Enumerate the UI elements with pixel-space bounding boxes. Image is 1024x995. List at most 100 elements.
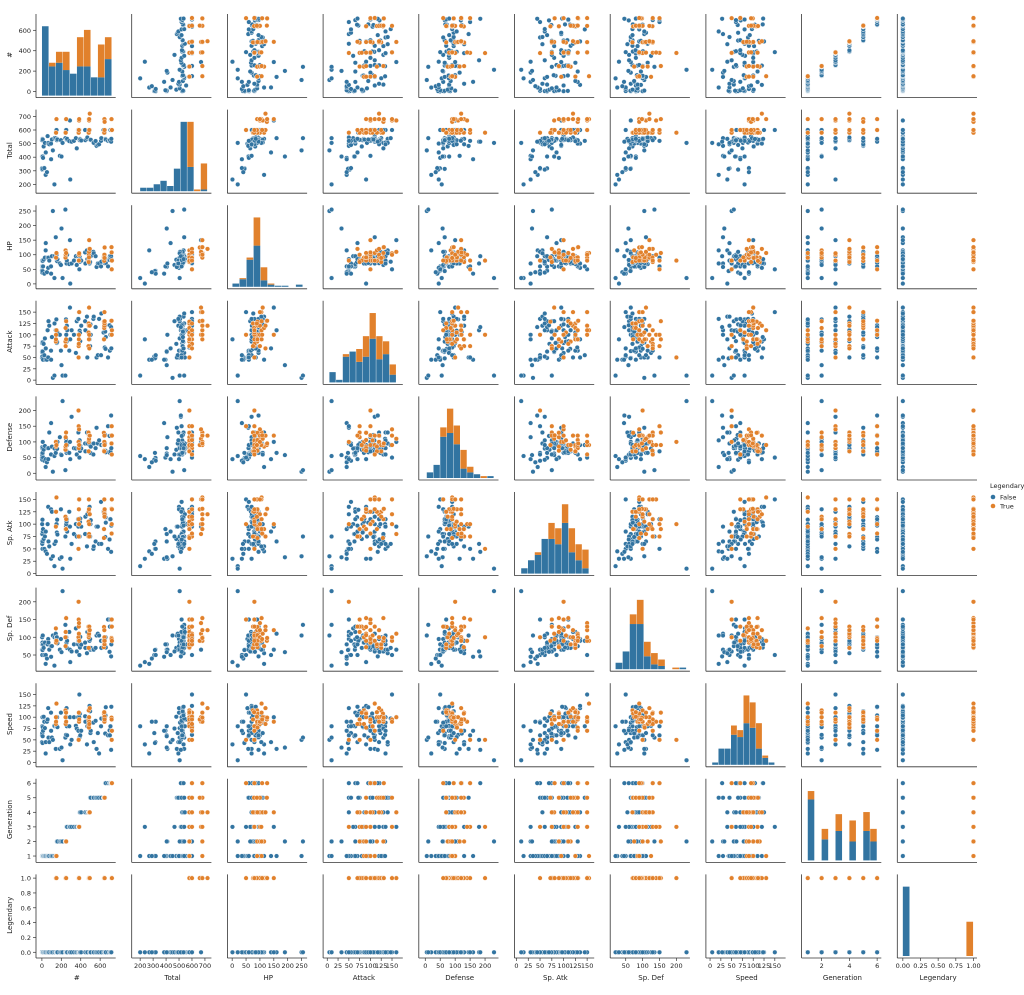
point-False-num-vs-HP-44	[230, 59, 235, 64]
point-True-HP-vs-Generation-87	[805, 255, 810, 260]
point-True-HP-vs-SpDef-95	[674, 258, 679, 263]
point-False-num-vs-Attack-20	[353, 80, 358, 85]
point-True-num-vs-Attack-90	[375, 64, 380, 69]
point-False-HP-vs-Legendary-84	[901, 257, 906, 262]
point-True-Total-vs-Defense-100	[465, 118, 470, 123]
point-True-num-vs-Attack-122	[382, 16, 387, 21]
point-True-HP-vs-SpAtk-122	[576, 245, 581, 250]
point-False-num-vs-HP-71	[247, 27, 252, 32]
point-False-Attack-vs-Generation-27	[805, 317, 810, 322]
point-False-Attack-vs-SpAtk-72	[542, 311, 547, 316]
point-True-num-vs-SpAtk-98	[575, 50, 580, 55]
point-True-Total-vs-num-93	[64, 117, 69, 122]
point-False-Attack-vs-Generation-21	[805, 357, 810, 362]
hist-bar-Attack-False-8	[383, 354, 389, 382]
hist-bar-num-True-3	[63, 52, 70, 70]
point-True-Attack-vs-Generation-120	[861, 319, 866, 324]
point-False-Attack-vs-SpDef-72	[630, 311, 635, 316]
point-False-HP-vs-Total-21	[162, 271, 167, 276]
hist-bar-Attack-False-3	[349, 352, 355, 383]
point-True-Attack-vs-Total-109	[200, 333, 205, 338]
point-True-HP-vs-Total-109	[200, 238, 205, 243]
point-False-Total-vs-SpDef-48	[627, 146, 632, 151]
panel-HP-vs-HP	[227, 205, 307, 289]
point-False-Total-vs-Speed-34	[722, 154, 727, 159]
point-False-Attack-vs-Defense-82	[444, 333, 449, 338]
point-False-Attack-vs-Speed-80	[738, 323, 743, 328]
point-True-HP-vs-SpDef-124	[657, 267, 662, 272]
point-True-num-vs-SpDef-124	[657, 16, 662, 21]
point-True-HP-vs-Total-122	[200, 245, 205, 250]
point-True-Attack-vs-HP-91	[258, 344, 263, 349]
point-False-Attack-vs-num-70	[97, 317, 102, 322]
point-False-Attack-vs-Speed-13	[716, 357, 721, 362]
point-False-HP-vs-Total-36	[182, 207, 187, 212]
point-False-HP-vs-Attack-79	[347, 264, 352, 269]
point-True-num-vs-SpDef-99	[654, 50, 659, 55]
point-False-num-vs-Attack-27	[383, 74, 388, 79]
point-True-Total-vs-SpDef-122	[640, 117, 645, 122]
point-False-Attack-vs-Generation-20	[805, 348, 810, 353]
point-True-num-vs-Speed-123	[749, 16, 754, 21]
point-False-Total-vs-SpAtk-35	[519, 141, 524, 146]
point-True-num-vs-SpAtk-106	[585, 40, 590, 45]
point-False-HP-vs-Defense-45	[477, 261, 482, 266]
point-True-num-vs-Attack-92	[364, 64, 369, 69]
point-False-Attack-vs-Total-32	[165, 333, 170, 338]
point-False-num-vs-Speed-17	[760, 83, 765, 88]
point-False-num-vs-SpAtk-16	[561, 83, 566, 88]
point-False-Attack-vs-Legendary-79	[901, 355, 906, 360]
point-True-Total-vs-SpAtk-93	[566, 117, 571, 122]
point-False-num-vs-Attack-21	[344, 80, 349, 85]
point-True-Attack-vs-num-122	[109, 318, 114, 323]
point-True-Attack-vs-SpAtk-95	[561, 355, 566, 360]
point-False-HP-vs-Attack-52	[390, 267, 395, 272]
point-False-Total-vs-Speed-61	[762, 128, 767, 133]
point-True-HP-vs-Total-111	[205, 247, 210, 252]
point-False-Attack-vs-num-10	[41, 342, 46, 347]
point-False-num-vs-Attack-18	[381, 82, 386, 87]
point-False-num-vs-Attack-56	[377, 48, 382, 53]
panel-Attack-vs-HP	[227, 301, 307, 385]
point-False-Attack-vs-Speed-15	[747, 357, 752, 362]
point-False-Attack-vs-Speed-52	[773, 310, 778, 315]
point-True-num-vs-Speed-93	[747, 64, 752, 69]
point-False-num-vs-Defense-70	[454, 29, 459, 34]
point-False-Attack-vs-SpAtk-83	[535, 325, 540, 330]
point-True-Attack-vs-num-95	[76, 355, 81, 360]
point-False-Total-vs-SpAtk-15	[533, 170, 538, 175]
hist-bar-HP-False-6	[275, 286, 282, 287]
point-False-Total-vs-SpDef-13	[615, 173, 620, 178]
point-True-HP-vs-Legendary-122	[971, 245, 976, 250]
point-True-HP-vs-Total-124	[190, 267, 195, 272]
point-True-num-vs-Attack-126	[372, 16, 377, 21]
point-True-HP-vs-num-98	[77, 258, 82, 263]
point-True-HP-vs-Generation-104	[847, 260, 852, 265]
point-True-Attack-vs-HP-108	[260, 305, 265, 310]
point-False-HP-vs-SpDef-52	[623, 267, 628, 272]
point-True-num-vs-Defense-118	[459, 24, 464, 29]
point-False-Attack-vs-SpDef-34	[626, 363, 631, 368]
point-True-Total-vs-Attack-117	[377, 117, 382, 122]
point-False-Defense-vs-num-19	[47, 430, 52, 435]
point-False-Defense-vs-num-83	[109, 413, 114, 418]
point-False-HP-vs-Speed-34	[722, 226, 727, 231]
point-True-HP-vs-SpDef-109	[647, 238, 652, 243]
hist-bar-num-False-0	[42, 26, 49, 95]
point-False-Defense-vs-num-52	[77, 455, 82, 460]
point-False-Defense-vs-Total-36	[182, 468, 187, 473]
point-True-Total-vs-Attack-109	[368, 117, 373, 122]
point-False-HP-vs-SpAtk-26	[545, 235, 550, 240]
point-True-num-vs-Defense-111	[459, 39, 464, 44]
point-False-HP-vs-Defense-34	[440, 226, 445, 231]
point-True-HP-vs-Generation-122	[875, 245, 880, 250]
point-False-HP-vs-SpAtk-14	[554, 241, 559, 246]
point-False-num-vs-Defense-21	[471, 80, 476, 85]
point-True-Attack-vs-Defense-95	[453, 355, 458, 360]
point-False-Total-vs-SpDef-43	[628, 118, 633, 123]
point-True-Total-vs-num-91	[63, 130, 68, 135]
point-True-HP-vs-Attack-91	[357, 252, 362, 257]
point-True-Total-vs-Generation-98	[833, 128, 838, 133]
point-False-num-vs-Attack-79	[347, 20, 352, 25]
point-False-Attack-vs-SpAtk-81	[566, 348, 571, 353]
